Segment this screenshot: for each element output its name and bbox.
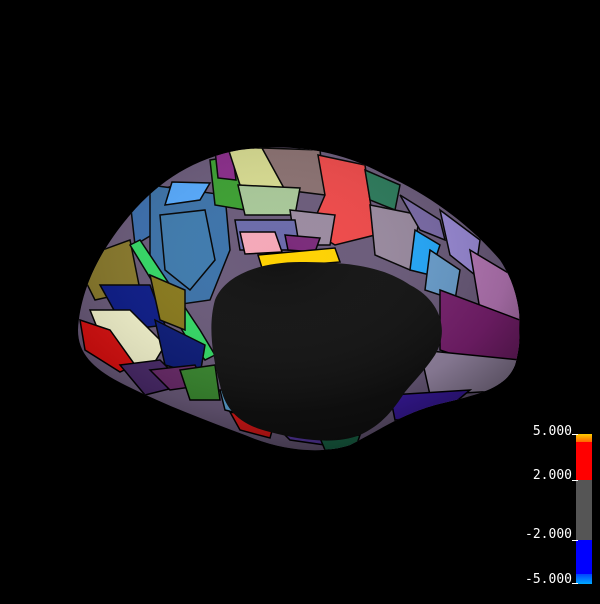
colorbar-tick-mark	[572, 480, 578, 481]
colorbar-tick-mark	[572, 583, 578, 584]
colorbar-tick-min: -5.000	[525, 572, 572, 587]
color-scale-bar	[576, 434, 592, 584]
surface-shading	[78, 147, 520, 451]
colorbar-tick-max: 5.000	[532, 424, 572, 439]
colorbar-tick-mark	[572, 540, 578, 541]
colorbar-negative-segment	[576, 540, 592, 574]
colorbar-tick-pos-threshold: 2.000	[532, 468, 572, 483]
colorbar-positive-segment	[576, 442, 592, 480]
colorbar-tick-mark	[572, 434, 578, 435]
colorbar-top-segment	[576, 434, 592, 442]
colorbar-bottom-segment	[576, 574, 592, 584]
colorbar-tick-neg-threshold: -2.000	[525, 527, 572, 542]
colorbar-neutral-segment	[576, 480, 592, 540]
